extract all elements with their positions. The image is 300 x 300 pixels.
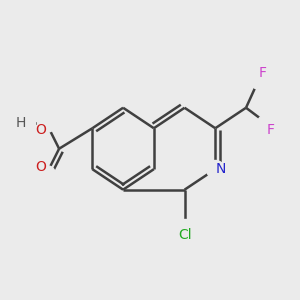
Text: Cl: Cl xyxy=(178,228,191,242)
Text: F: F xyxy=(266,123,274,137)
Text: F: F xyxy=(259,66,267,80)
Text: H: H xyxy=(15,116,26,130)
Text: O: O xyxy=(35,123,46,137)
Text: O: O xyxy=(35,160,46,174)
Text: N: N xyxy=(215,162,226,176)
